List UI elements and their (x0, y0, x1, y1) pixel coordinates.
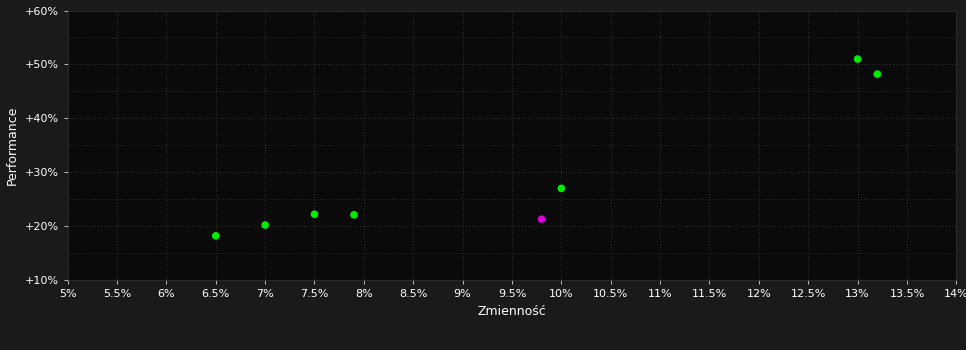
Point (554, 186, 569, 191)
Point (346, 212, 361, 218)
X-axis label: Zmienność: Zmienność (477, 304, 547, 317)
Point (307, 211, 323, 217)
Point (208, 233, 223, 239)
Point (869, 71, 885, 77)
Y-axis label: Performance: Performance (6, 106, 19, 185)
Point (257, 222, 272, 228)
Point (850, 56, 866, 62)
Point (534, 216, 550, 222)
